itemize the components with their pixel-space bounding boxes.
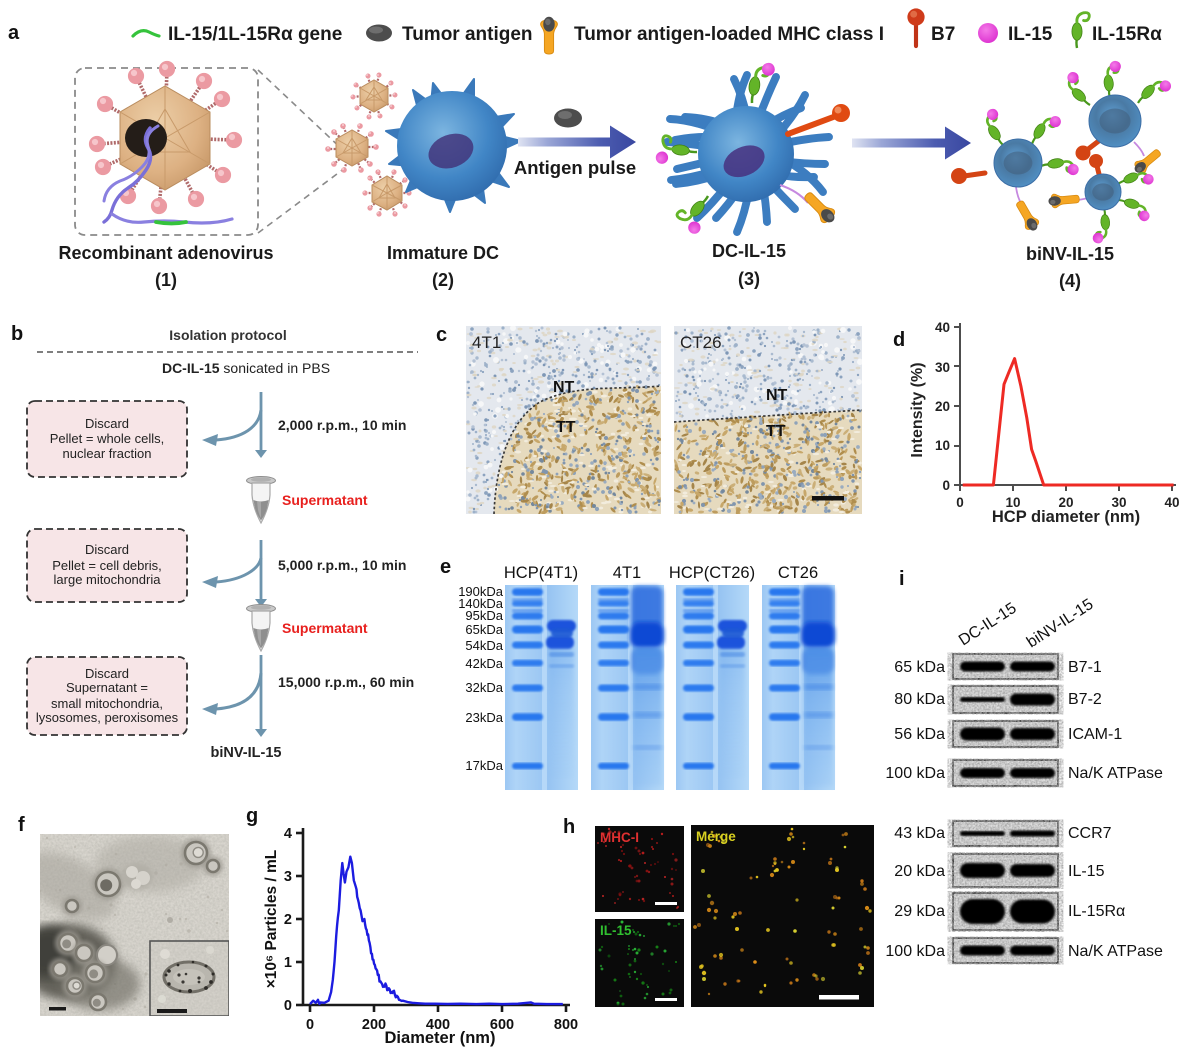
- svg-text:CT26: CT26: [778, 564, 818, 582]
- svg-text:95kDa: 95kDa: [465, 608, 503, 623]
- svg-text:2: 2: [284, 912, 292, 928]
- svg-text:Discard: Discard: [85, 666, 129, 681]
- svg-text:Intensity (%): Intensity (%): [909, 362, 926, 457]
- svg-text:B7-2: B7-2: [1068, 691, 1102, 708]
- svg-text:NT: NT: [766, 387, 788, 404]
- svg-text:54kDa: 54kDa: [465, 638, 503, 653]
- svg-text:Merge: Merge: [696, 829, 736, 844]
- svg-text:3: 3: [284, 869, 292, 885]
- svg-text:DC-IL-15 sonicated in PBS: DC-IL-15 sonicated in PBS: [162, 360, 330, 376]
- svg-text:Tumor antigen: Tumor antigen: [402, 24, 533, 45]
- svg-text:Diameter (nm): Diameter (nm): [385, 1029, 496, 1047]
- svg-text:10: 10: [935, 438, 950, 453]
- svg-text:140kDa: 140kDa: [458, 596, 504, 611]
- svg-text:20: 20: [935, 399, 950, 414]
- svg-text:0: 0: [284, 998, 292, 1014]
- svg-text:(1): (1): [155, 270, 177, 290]
- svg-text:40: 40: [1164, 495, 1179, 510]
- svg-text:5,000 r.p.m., 10 min: 5,000 r.p.m., 10 min: [278, 557, 406, 573]
- svg-text:32kDa: 32kDa: [465, 680, 503, 695]
- svg-text:65 kDa: 65 kDa: [894, 659, 945, 676]
- svg-text:Immature DC: Immature DC: [387, 243, 499, 263]
- svg-text:biNV-IL-15: biNV-IL-15: [211, 745, 282, 761]
- svg-text:small mitochondria,: small mitochondria,: [51, 696, 163, 711]
- svg-text:ICAM-1: ICAM-1: [1068, 726, 1122, 743]
- svg-text:Pellet = cell debris,: Pellet = cell debris,: [52, 558, 161, 573]
- svg-text:Supermatant: Supermatant: [282, 492, 368, 508]
- svg-text:30: 30: [935, 360, 950, 375]
- svg-text:HCP(4T1): HCP(4T1): [504, 564, 578, 582]
- svg-text:2,000 r.p.m., 10 min: 2,000 r.p.m., 10 min: [278, 417, 406, 433]
- svg-text:MHC-I: MHC-I: [600, 830, 639, 845]
- svg-text:65kDa: 65kDa: [465, 622, 503, 637]
- svg-text:B7-1: B7-1: [1068, 659, 1102, 676]
- svg-text:×10⁶ Particles / mL: ×10⁶ Particles / mL: [263, 850, 280, 989]
- svg-text:20 kDa: 20 kDa: [894, 863, 945, 880]
- svg-text:(4): (4): [1059, 271, 1081, 291]
- svg-text:NT: NT: [553, 379, 575, 396]
- svg-text:42kDa: 42kDa: [465, 656, 503, 671]
- svg-text:400: 400: [426, 1017, 450, 1033]
- svg-text:DC-IL-15: DC-IL-15: [956, 600, 1020, 650]
- svg-text:Supermatant: Supermatant: [282, 620, 368, 636]
- svg-text:Discard: Discard: [85, 416, 129, 431]
- svg-text:1: 1: [284, 955, 292, 971]
- svg-text:IL-15: IL-15: [1008, 24, 1053, 45]
- svg-text:Antigen pulse: Antigen pulse: [514, 157, 636, 178]
- svg-text:IL-15Rα: IL-15Rα: [1068, 903, 1125, 920]
- svg-text:100 kDa: 100 kDa: [885, 765, 945, 782]
- svg-text:0: 0: [306, 1017, 314, 1033]
- svg-text:IL-15/1L-15Rα gene: IL-15/1L-15Rα gene: [168, 24, 342, 45]
- svg-text:4T1: 4T1: [613, 564, 641, 582]
- svg-text:IL-15: IL-15: [1068, 863, 1105, 880]
- svg-text:Isolation protocol: Isolation protocol: [169, 327, 286, 343]
- svg-text:lysosomes, peroxisomes: lysosomes, peroxisomes: [36, 710, 179, 725]
- svg-text:CCR7: CCR7: [1068, 825, 1112, 842]
- svg-text:17kDa: 17kDa: [465, 758, 503, 773]
- svg-text:Discard: Discard: [85, 542, 129, 557]
- svg-text:IL-15Rα: IL-15Rα: [1092, 24, 1162, 45]
- svg-text:Na/K ATPase: Na/K ATPase: [1068, 765, 1163, 782]
- svg-text:Pellet = whole cells,: Pellet = whole cells,: [50, 431, 165, 446]
- svg-text:0: 0: [956, 495, 964, 510]
- svg-text:(3): (3): [738, 269, 760, 289]
- svg-text:(2): (2): [432, 270, 454, 290]
- svg-text:TT: TT: [766, 423, 786, 440]
- svg-text:CT26: CT26: [680, 333, 722, 352]
- svg-text:29 kDa: 29 kDa: [894, 903, 945, 920]
- svg-text:HCP diameter (nm): HCP diameter (nm): [992, 508, 1140, 526]
- svg-text:100 kDa: 100 kDa: [885, 943, 945, 960]
- svg-text:56 kDa: 56 kDa: [894, 726, 945, 743]
- svg-text:biNV-IL-15: biNV-IL-15: [1024, 596, 1097, 651]
- svg-text:Recombinant adenovirus: Recombinant adenovirus: [58, 243, 273, 263]
- svg-text:nuclear fraction: nuclear fraction: [63, 446, 152, 461]
- svg-text:23kDa: 23kDa: [465, 710, 503, 725]
- svg-text:HCP(CT26): HCP(CT26): [669, 564, 755, 582]
- svg-text:Supernatant =: Supernatant =: [66, 680, 148, 695]
- svg-text:Na/K ATPase: Na/K ATPase: [1068, 943, 1163, 960]
- svg-text:DC-IL-15: DC-IL-15: [712, 241, 786, 261]
- svg-text:40: 40: [935, 320, 950, 335]
- svg-text:600: 600: [490, 1017, 514, 1033]
- svg-text:190kDa: 190kDa: [458, 584, 504, 599]
- svg-text:15,000 r.p.m., 60 min: 15,000 r.p.m., 60 min: [278, 674, 414, 690]
- svg-text:800: 800: [554, 1017, 578, 1033]
- svg-text:0: 0: [942, 478, 950, 493]
- svg-text:80 kDa: 80 kDa: [894, 691, 945, 708]
- svg-text:20: 20: [1058, 495, 1073, 510]
- svg-text:biNV-IL-15: biNV-IL-15: [1026, 244, 1114, 264]
- svg-text:4: 4: [284, 826, 292, 842]
- svg-text:IL-15: IL-15: [600, 923, 632, 938]
- svg-text:large mitochondria: large mitochondria: [54, 572, 162, 587]
- svg-text:Tumor antigen-loaded MHC class: Tumor antigen-loaded MHC class I: [574, 24, 884, 45]
- svg-text:43 kDa: 43 kDa: [894, 825, 945, 842]
- svg-text:30: 30: [1111, 495, 1126, 510]
- svg-text:B7: B7: [931, 24, 955, 45]
- svg-text:10: 10: [1005, 495, 1020, 510]
- svg-text:TT: TT: [556, 419, 576, 436]
- svg-text:200: 200: [362, 1017, 386, 1033]
- svg-text:4T1: 4T1: [472, 333, 501, 352]
